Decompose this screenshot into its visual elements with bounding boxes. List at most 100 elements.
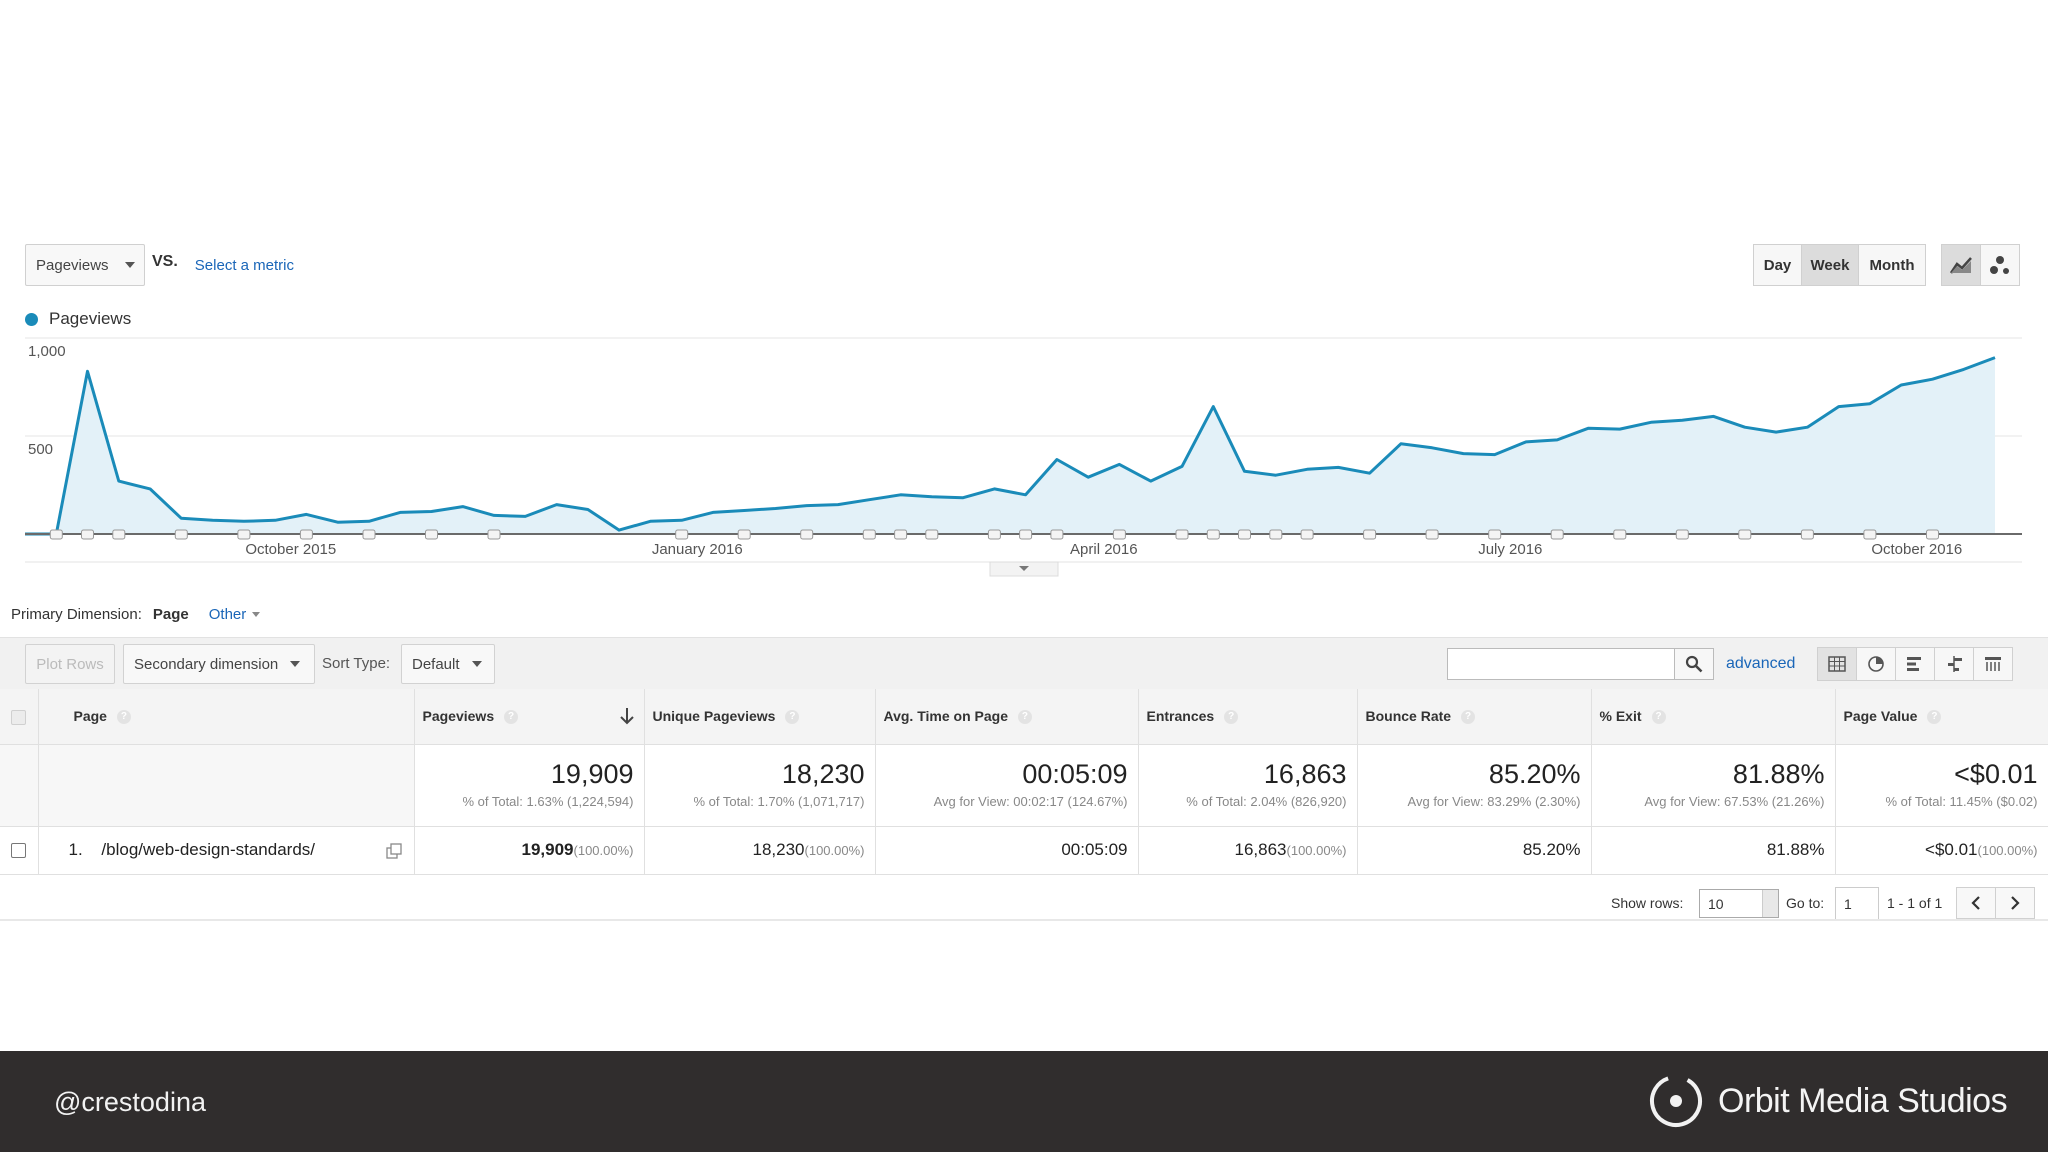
column-header-bounce-rate[interactable]: Bounce Rate? [1357, 689, 1592, 745]
prev-page-button[interactable] [1956, 887, 1996, 919]
total-cell: 19,909 % of Total: 1.63% (1,224,594) [414, 744, 645, 827]
row-checkbox[interactable] [11, 843, 27, 859]
totals-row: 19,909 % of Total: 1.63% (1,224,594) 18,2… [0, 744, 2048, 827]
week-button[interactable]: Week [1801, 244, 1859, 286]
annotation-marker[interactable] [1175, 529, 1189, 540]
annotation-marker[interactable] [49, 529, 63, 540]
vs-label: VS. [152, 253, 178, 270]
cell-percent: (100.00%) [1286, 843, 1347, 858]
annotation-marker[interactable] [1050, 529, 1064, 540]
help-icon[interactable]: ? [1224, 710, 1239, 725]
external-link-icon[interactable] [385, 842, 402, 859]
annotation-marker[interactable] [862, 529, 876, 540]
row-checkbox-cell [0, 826, 39, 875]
help-icon[interactable]: ? [1461, 710, 1476, 725]
pagination: Show rows: 10 Go to: 1 1 - 1 of 1 [0, 887, 2048, 920]
primary-dimension-page[interactable]: Page [152, 606, 189, 623]
secondary-dimension-label: Secondary dimension [134, 655, 279, 673]
help-icon[interactable]: ? [785, 710, 800, 725]
annotation-marker[interactable] [1675, 529, 1689, 540]
annotation-marker[interactable] [1926, 529, 1939, 540]
pie-view-button[interactable] [1856, 647, 1896, 681]
help-icon[interactable]: ? [116, 710, 131, 725]
annotation-marker[interactable] [425, 529, 438, 540]
y-tick-label: 1,000 [28, 343, 66, 360]
cell-value: 85.20% [1522, 840, 1581, 859]
annotation-marker[interactable] [1863, 529, 1877, 540]
select-all-cell [0, 689, 39, 745]
plot-rows-button[interactable]: Plot Rows [25, 644, 115, 684]
annotation-marker[interactable] [1425, 529, 1439, 540]
performance-view-button[interactable] [1895, 647, 1935, 681]
annotation-marker[interactable] [1269, 529, 1283, 540]
column-header-page-value[interactable]: Page Value? [1835, 689, 2048, 745]
column-header-exit[interactable]: % Exit? [1591, 689, 1836, 745]
legend-dot [25, 312, 38, 326]
annotation-marker[interactable] [1112, 529, 1126, 540]
next-page-button[interactable] [1995, 887, 2035, 919]
metric-dropdown[interactable]: Pageviews [25, 244, 145, 286]
secondary-dimension-dropdown[interactable]: Secondary dimension [123, 644, 315, 684]
annotation-marker[interactable] [1488, 529, 1502, 540]
annotation-marker[interactable] [1800, 529, 1814, 540]
exit-cell: 81.88% [1591, 826, 1836, 875]
motion-chart-button[interactable] [1980, 244, 2020, 286]
chart-series [25, 356, 1996, 536]
annotation-marker[interactable] [925, 529, 939, 540]
sort-type-value: Default [412, 655, 460, 673]
goto-input[interactable]: 1 [1835, 887, 1879, 920]
series-area [25, 357, 1995, 534]
line-chart-button[interactable] [1941, 244, 1981, 286]
annotation-marker[interactable] [487, 529, 501, 540]
chevron-down-icon [1019, 566, 1029, 571]
annotation-marker[interactable] [362, 529, 376, 540]
annotation-marker[interactable] [800, 529, 814, 540]
annotation-marker[interactable] [174, 529, 188, 540]
annotation-marker[interactable] [1363, 529, 1377, 540]
help-icon[interactable]: ? [1651, 710, 1666, 725]
annotation-marker[interactable] [1238, 529, 1251, 540]
pivot-view-button[interactable] [1973, 647, 2013, 681]
search-button[interactable] [1674, 648, 1714, 680]
help-icon[interactable]: ? [504, 710, 519, 725]
primary-dimension-other[interactable]: Other [209, 606, 261, 623]
primary-dimension-label: Primary Dimension: [11, 606, 142, 623]
column-header-page[interactable]: Page? [38, 689, 415, 745]
annotation-marker[interactable] [299, 529, 313, 540]
page-link[interactable]: /blog/web-design-standards/ [101, 840, 315, 859]
column-header-entrances[interactable]: Entrances? [1138, 689, 1358, 745]
day-button[interactable]: Day [1753, 244, 1802, 286]
table-search-input[interactable] [1447, 648, 1675, 680]
annotation-marker[interactable] [737, 529, 751, 540]
column-header-unique-pageviews[interactable]: Unique Pageviews? [644, 689, 876, 745]
annotation-markers [49, 529, 1939, 540]
select-all-checkbox[interactable] [11, 709, 27, 725]
annotation-marker[interactable] [1019, 529, 1033, 540]
show-rows-select[interactable]: 10 [1699, 889, 1779, 918]
x-tick-label: October 2016 [1871, 541, 1962, 558]
advanced-filter-link[interactable]: advanced [1726, 655, 1796, 672]
x-tick-label: April 2016 [1070, 541, 1138, 558]
slide-footer: @crestodina Orbit Media Studios [0, 1051, 2048, 1152]
select-metric-link[interactable]: Select a metric [194, 256, 294, 274]
annotation-marker[interactable] [1738, 529, 1752, 540]
month-button[interactable]: Month [1858, 244, 1926, 286]
annotation-marker[interactable] [1550, 529, 1564, 540]
data-table-view-button[interactable] [1817, 647, 1857, 681]
annotation-marker[interactable] [237, 529, 251, 540]
help-icon[interactable]: ? [1927, 710, 1942, 725]
annotation-marker[interactable] [1613, 529, 1627, 540]
sort-type-dropdown[interactable]: Default [401, 644, 495, 684]
annotation-marker[interactable] [675, 529, 689, 540]
column-header-avg-time[interactable]: Avg. Time on Page? [875, 689, 1139, 745]
totals-spacer [38, 744, 415, 827]
annotation-marker[interactable] [894, 529, 908, 540]
annotation-marker[interactable] [112, 529, 126, 540]
annotation-marker[interactable] [1206, 529, 1220, 540]
column-header-pageviews[interactable]: Pageviews? [414, 689, 645, 745]
annotation-marker[interactable] [81, 529, 94, 540]
help-icon[interactable]: ? [1017, 710, 1032, 725]
comparison-view-button[interactable] [1934, 647, 1974, 681]
annotation-marker[interactable] [987, 529, 1001, 540]
annotation-marker[interactable] [1300, 529, 1314, 540]
